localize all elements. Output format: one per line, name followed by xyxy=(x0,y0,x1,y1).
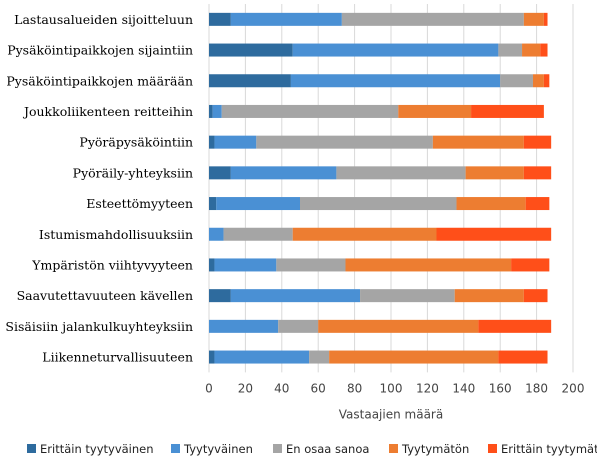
bar-segment xyxy=(230,166,337,180)
legend-label: En osaa sanoa xyxy=(286,442,369,456)
bar-segment xyxy=(523,135,552,149)
bar-segment xyxy=(523,12,544,26)
bar-segment xyxy=(471,104,544,118)
bar-segment xyxy=(540,43,548,57)
bar-segment xyxy=(300,197,457,211)
bar-segment xyxy=(345,258,512,272)
x-tick-label: 80 xyxy=(347,381,362,395)
bar-segment xyxy=(341,12,524,26)
bar-segment xyxy=(209,12,231,26)
legend-label: Erittäin tyytymätön xyxy=(501,442,597,456)
legend-label: Erittäin tyytyväinen xyxy=(40,442,154,456)
bar-segment xyxy=(432,135,524,149)
category-label: Pysäköintipaikkojen määrään xyxy=(6,73,193,88)
legend-label: Tyytyväinen xyxy=(183,442,253,456)
category-label: Esteettömyyteen xyxy=(86,196,193,211)
category-label: Lastausalueiden sijoitteluun xyxy=(14,12,193,27)
bar-segment xyxy=(256,135,433,149)
legend-swatch xyxy=(27,444,36,453)
bar-segment xyxy=(478,319,552,333)
x-tick-label: 120 xyxy=(416,381,439,395)
bar-segment xyxy=(465,166,524,180)
bar-segment xyxy=(230,12,342,26)
bar-segment xyxy=(398,104,472,118)
bar-segment xyxy=(212,104,222,118)
bar-segment xyxy=(292,227,437,241)
bar-segment xyxy=(209,289,231,303)
bar-segment xyxy=(523,166,552,180)
bar-segment xyxy=(543,74,550,88)
category-labels: Lastausalueiden sijoitteluun Pysäköintipa… xyxy=(5,12,193,365)
category-label: Liikenneturvallisuuteen xyxy=(42,350,193,365)
bar-segment xyxy=(436,227,552,241)
bar-segment xyxy=(292,43,499,57)
bar-segment xyxy=(456,197,526,211)
x-tick-label: 200 xyxy=(562,381,585,395)
category-label: Saavutettavuuteen kävellen xyxy=(17,288,193,303)
bar-segment xyxy=(216,197,300,211)
bar-segment xyxy=(498,43,523,57)
bar-segment xyxy=(336,166,466,180)
category-label: Sisäisiin jalankulkuyhteyksiin xyxy=(5,319,193,334)
x-tick-label: 40 xyxy=(274,381,289,395)
bar-segment xyxy=(523,289,548,303)
bar-segment xyxy=(209,319,279,333)
category-label: Istumismahdollisuuksiin xyxy=(39,227,193,242)
bar-segment xyxy=(214,135,257,149)
bar-segment xyxy=(221,104,399,118)
category-label: Pyöräily-yhteyksiin xyxy=(73,165,193,180)
bar-segment xyxy=(209,258,215,272)
category-label: Pysäköintipaikkojen sijaintiin xyxy=(7,43,193,58)
category-label: Pyöräpysäköintiin xyxy=(79,135,193,150)
bar-segment xyxy=(209,104,213,118)
legend-swatch xyxy=(488,444,497,453)
bar-segment xyxy=(214,350,310,364)
bar-segment xyxy=(511,258,550,272)
legend-swatch xyxy=(389,444,398,453)
bar-segment xyxy=(329,350,499,364)
bar-segment xyxy=(525,197,550,211)
x-tick-label: 60 xyxy=(311,381,326,395)
bar-segment xyxy=(209,74,291,88)
x-tick-label: 140 xyxy=(452,381,475,395)
x-tick-label: 0 xyxy=(205,381,213,395)
category-label: Ympäristön viihtyvyyteen xyxy=(31,257,193,272)
bar-segment xyxy=(209,197,217,211)
bar-segment xyxy=(360,289,455,303)
bar-segment xyxy=(276,258,346,272)
x-tick-label: 180 xyxy=(525,381,548,395)
bar-segment xyxy=(209,43,293,57)
bar-segment xyxy=(230,289,361,303)
bar-segment xyxy=(454,289,524,303)
legend: Erittäin tyytyväinen Tyytyväinen En osaa s… xyxy=(27,442,597,456)
bar-segment xyxy=(209,227,224,241)
x-tick-label: 160 xyxy=(489,381,512,395)
bar-segment xyxy=(290,74,501,88)
bar-segment xyxy=(309,350,330,364)
bar-segment xyxy=(209,166,231,180)
bar-segment xyxy=(278,319,319,333)
bar-segment xyxy=(318,319,479,333)
x-axis-title: Vastaajien määrä xyxy=(339,407,443,421)
x-tick-label: 20 xyxy=(238,381,253,395)
bars xyxy=(209,12,552,364)
bar-segment xyxy=(522,43,541,57)
bar-segment xyxy=(532,74,544,88)
bar-segment xyxy=(214,258,277,272)
legend-swatch xyxy=(273,444,282,453)
bar-segment xyxy=(500,74,533,88)
bar-segment xyxy=(223,227,293,241)
bar-segment xyxy=(543,12,548,26)
gridlines xyxy=(208,4,574,373)
bar-segment xyxy=(498,350,548,364)
legend-label: Tyytymätön xyxy=(401,442,469,456)
bar-segment xyxy=(209,350,215,364)
bar-segment xyxy=(209,135,215,149)
x-tick-label: 100 xyxy=(380,381,403,395)
legend-swatch xyxy=(171,444,180,453)
category-label: Joukkoliikenteen reitteihin xyxy=(22,104,193,119)
x-tick-labels: 0 20 40 60 80 100 120 140 160 180 200 xyxy=(205,381,584,395)
